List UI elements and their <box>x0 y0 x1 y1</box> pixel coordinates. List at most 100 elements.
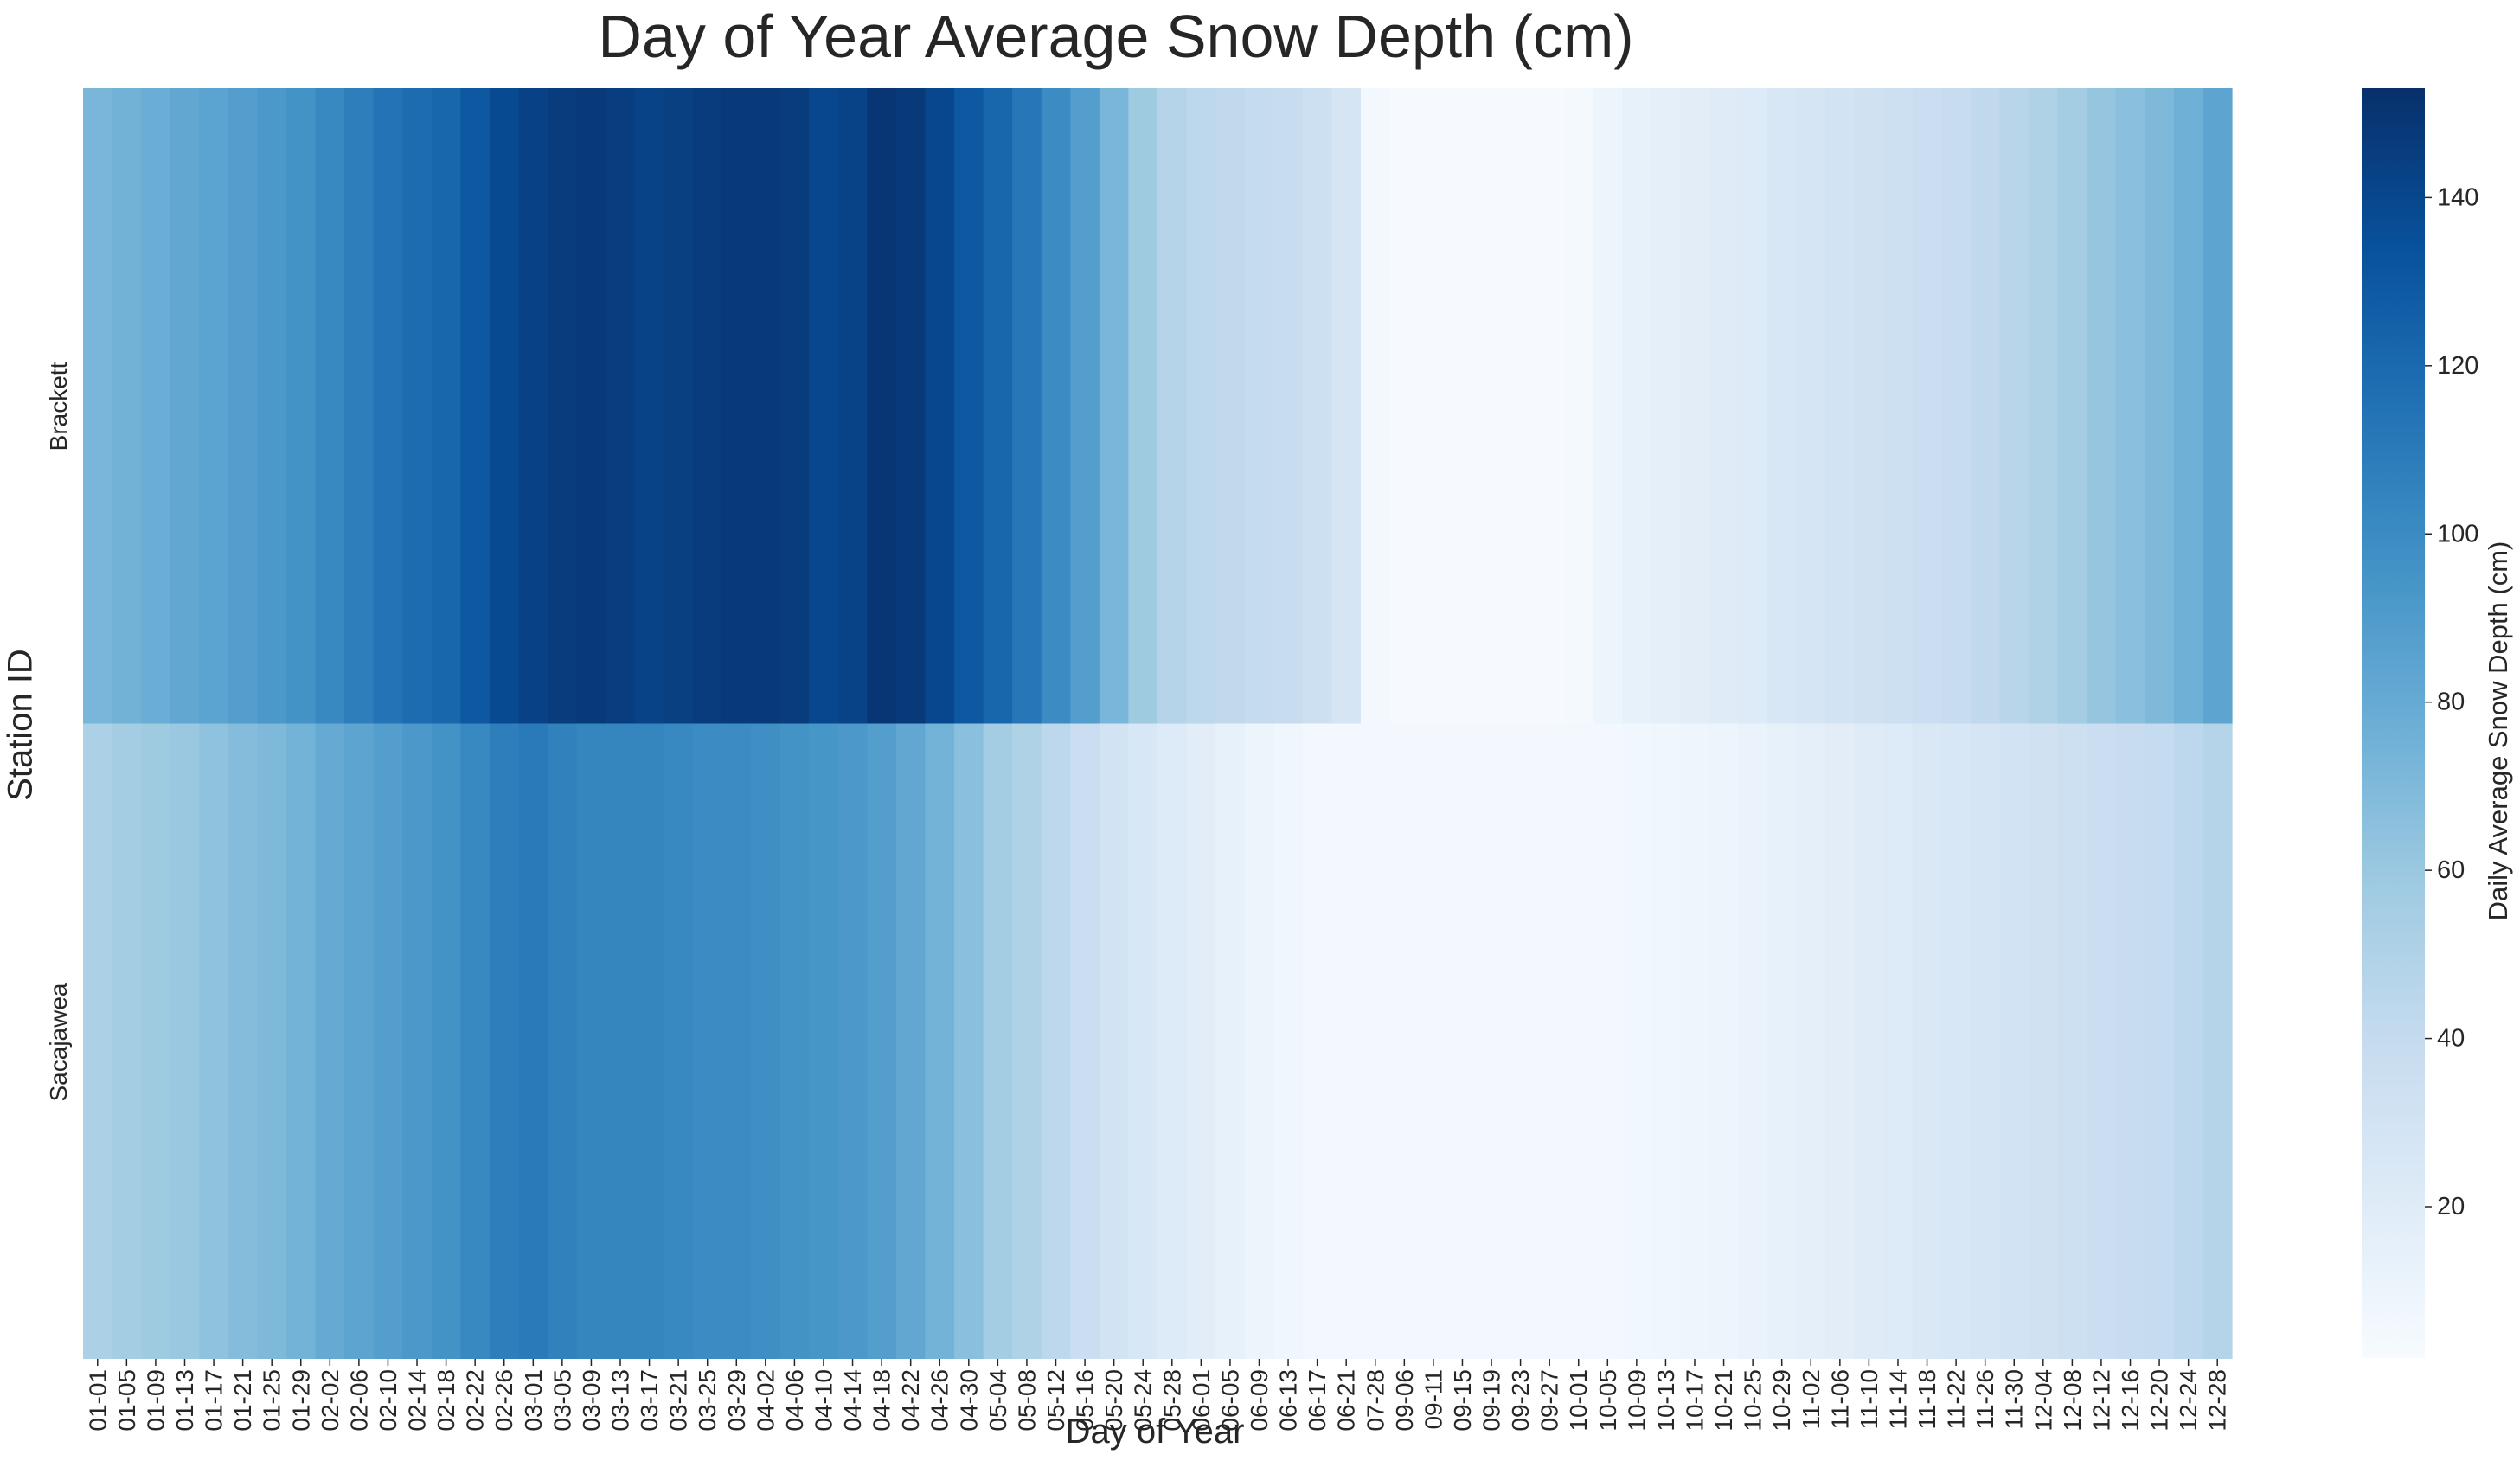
x-tick-label: 01-01 <box>84 1369 111 1432</box>
heatmap-cell-sacajawea-04-06 <box>779 723 810 1359</box>
x-tick-label: 11-22 <box>1943 1369 1970 1430</box>
heatmap-cell-brackett-11-30 <box>1999 88 2029 724</box>
heatmap-cell-brackett-12-16 <box>2115 88 2145 724</box>
heatmap-cell-sacajawea-05-04 <box>983 723 1013 1359</box>
heatmap-cell-sacajawea-05-16 <box>1070 723 1100 1359</box>
heatmap-cell-sacajawea-11-02 <box>1796 723 1826 1359</box>
heatmap-cell-brackett-07-28 <box>1360 88 1391 724</box>
heatmap-cell-sacajawea-12-08 <box>2057 723 2087 1359</box>
heatmap-cell-sacajawea-10-09 <box>1622 723 1652 1359</box>
heatmap-cell-brackett-10-01 <box>1563 88 1594 724</box>
heatmap-cell-brackett-02-22 <box>460 88 491 724</box>
heatmap-cell-sacajawea-03-25 <box>692 723 723 1359</box>
heatmap-cell-brackett-09-19 <box>1477 88 1507 724</box>
heatmap-cell-sacajawea-01-17 <box>199 723 229 1359</box>
heatmap-cell-sacajawea-09-27 <box>1535 723 1565 1359</box>
x-tick-label: 11-10 <box>1856 1369 1882 1430</box>
x-tick-label: 12-20 <box>2146 1369 2173 1432</box>
x-tick-label: 04-30 <box>955 1369 982 1432</box>
x-tick-label: 03-29 <box>723 1369 750 1432</box>
colorbar-gradient <box>2362 88 2425 1358</box>
heatmap-cell-brackett-11-26 <box>1970 88 2001 724</box>
x-tick-label: 06-21 <box>1333 1369 1360 1432</box>
x-tick-label: 02-06 <box>345 1369 372 1432</box>
heatmap-cell-brackett-09-23 <box>1505 88 1536 724</box>
x-axis-ticks: 01-01 01-05 01-09 01-13 01-17 01-21 01-25 01-29… <box>84 1359 2231 1432</box>
heatmap-cell-brackett-10-09 <box>1622 88 1652 724</box>
x-tick-label: 12-04 <box>2029 1369 2056 1432</box>
heatmap-cell-brackett-10-05 <box>1593 88 1623 724</box>
x-tick-label: 06-17 <box>1304 1369 1331 1432</box>
colorbar-label: Daily Average Snow Depth (cm) <box>2483 541 2513 921</box>
heatmap-cell-sacajawea-07-28 <box>1360 723 1391 1359</box>
heatmap-cell-brackett-03-17 <box>634 88 664 724</box>
x-tick-label: 01-17 <box>201 1369 228 1432</box>
heatmap-cell-brackett-06-01 <box>1186 88 1216 724</box>
heatmap-cell-brackett-04-30 <box>954 88 984 724</box>
heatmap-cell-brackett-05-28 <box>1157 88 1188 724</box>
x-tick-label: 04-18 <box>869 1369 895 1432</box>
x-tick-label: 11-26 <box>1972 1369 1998 1430</box>
heatmap-cell-sacajawea-12-28 <box>2203 723 2233 1359</box>
x-tick-label: 02-18 <box>433 1369 459 1432</box>
heatmap-cell-sacajawea-09-15 <box>1447 723 1478 1359</box>
heatmap-cell-brackett-05-20 <box>1099 88 1130 724</box>
heatmap-cell-brackett-03-25 <box>692 88 723 724</box>
x-tick-label: 01-29 <box>287 1369 314 1432</box>
heatmap-cell-sacajawea-06-05 <box>1215 723 1246 1359</box>
heatmap-cell-sacajawea-04-14 <box>837 723 868 1359</box>
heatmap-cell-sacajawea-12-24 <box>2173 723 2204 1359</box>
heatmap-cell-sacajawea-02-06 <box>344 723 375 1359</box>
heatmap-cell-brackett-10-21 <box>1709 88 1739 724</box>
x-tick-label: 03-09 <box>578 1369 605 1432</box>
heatmap-cell-sacajawea-02-14 <box>402 723 433 1359</box>
x-tick-label: 10-05 <box>1594 1369 1621 1432</box>
heatmap-cell-sacajawea-05-12 <box>1041 723 1071 1359</box>
heatmap-cell-brackett-04-26 <box>925 88 955 724</box>
colorbar-tick-label: 80 <box>2437 689 2465 716</box>
heatmap-cell-brackett-11-02 <box>1796 88 1826 724</box>
x-tick-label: 11-02 <box>1798 1369 1824 1430</box>
x-tick-label: 04-26 <box>927 1369 953 1432</box>
heatmap-cell-sacajawea-03-13 <box>606 723 636 1359</box>
heatmap-cell-brackett-01-25 <box>257 88 287 724</box>
heatmap-cell-sacajawea-06-01 <box>1186 723 1216 1359</box>
heatmap-cell-sacajawea-01-29 <box>285 723 317 1359</box>
x-tick-label: 02-22 <box>462 1369 489 1432</box>
x-tick-label: 03-17 <box>636 1369 663 1432</box>
x-tick-label: 02-26 <box>491 1369 517 1432</box>
x-tick-label: 10-09 <box>1623 1369 1650 1432</box>
x-tick-label: 10-29 <box>1768 1369 1795 1432</box>
x-tick-label: 05-24 <box>1130 1369 1157 1432</box>
heatmap-cell-sacajawea-03-09 <box>576 723 606 1359</box>
x-tick-label: 03-05 <box>548 1369 575 1432</box>
heatmap-cell-brackett-02-02 <box>315 88 345 724</box>
heatmap-cell-sacajawea-11-14 <box>1883 723 1914 1359</box>
heatmap-cell-brackett-11-14 <box>1883 88 1914 724</box>
heatmap-cell-brackett-05-08 <box>1012 88 1042 724</box>
heatmap-cell-sacajawea-10-21 <box>1709 723 1739 1359</box>
x-tick-label: 02-02 <box>317 1369 343 1432</box>
x-tick-label: 12-08 <box>2059 1369 2086 1432</box>
x-tick-label: 11-18 <box>1914 1369 1940 1430</box>
heatmap-cell-sacajawea-05-20 <box>1099 723 1130 1359</box>
x-tick-label: 06-09 <box>1246 1369 1273 1432</box>
heatmap-cell-sacajawea-09-06 <box>1389 723 1420 1359</box>
heatmap-cell-sacajawea-12-04 <box>2029 723 2059 1359</box>
heatmap-cell-brackett-01-17 <box>199 88 229 724</box>
heatmap-cell-brackett-06-13 <box>1273 88 1304 724</box>
x-tick-label: 05-12 <box>1042 1369 1069 1432</box>
x-tick-label: 01-05 <box>113 1369 140 1432</box>
x-tick-label: 01-09 <box>142 1369 169 1432</box>
heatmap-cell-sacajawea-06-13 <box>1273 723 1304 1359</box>
heatmap-cell-sacajawea-03-29 <box>721 723 752 1359</box>
heatmap-cell-brackett-05-12 <box>1041 88 1071 724</box>
chart-title: Day of Year Average Snow Depth (cm) <box>598 3 1634 70</box>
heatmap-cell-brackett-12-20 <box>2145 88 2175 724</box>
heatmap-cell-brackett-03-01 <box>518 88 548 724</box>
heatmap-cell-sacajawea-09-23 <box>1505 723 1536 1359</box>
heatmap-cell-brackett-06-09 <box>1244 88 1274 724</box>
x-tick-label: 07-28 <box>1362 1369 1388 1432</box>
colorbar-tick-label: 140 <box>2437 183 2478 211</box>
heatmap-cell-sacajawea-02-02 <box>315 723 345 1359</box>
